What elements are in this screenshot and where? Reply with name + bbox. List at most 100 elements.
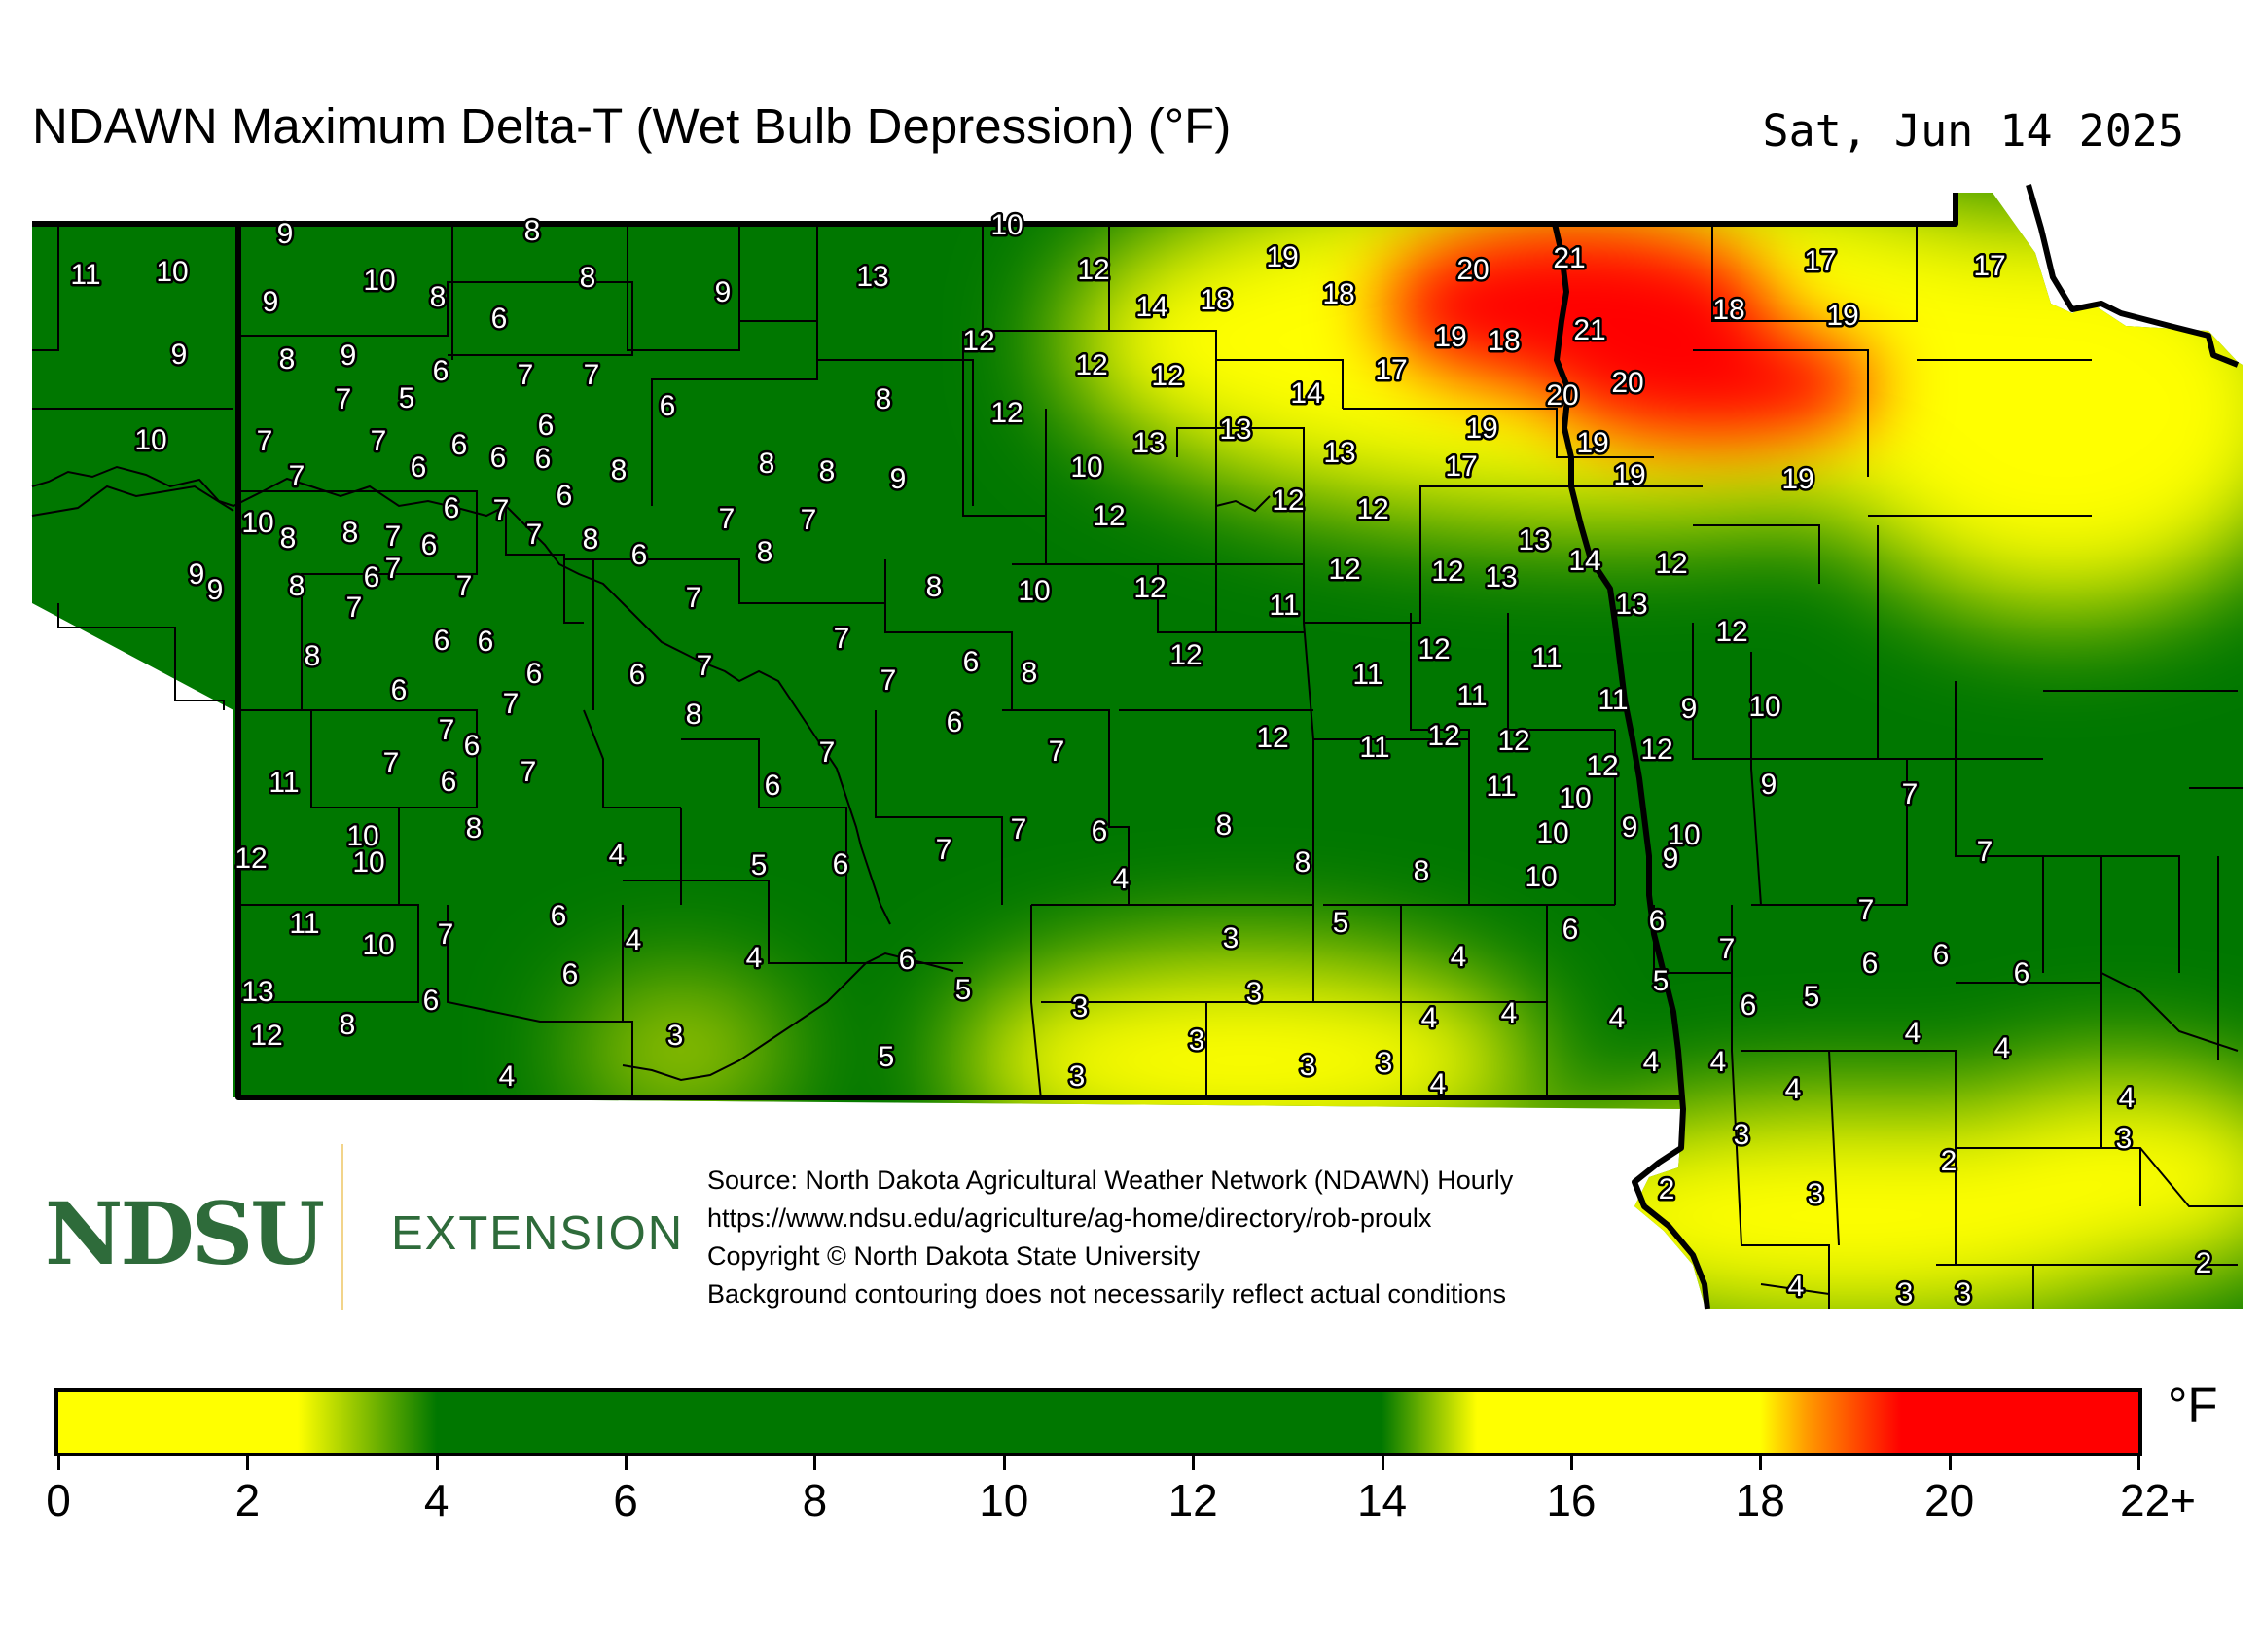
station-value: 6 <box>631 539 648 571</box>
station-value: 3 <box>1734 1119 1750 1151</box>
station-value: 6 <box>551 900 567 932</box>
station-value: 9 <box>171 339 188 371</box>
disclaimer-line: Background contouring does not necessari… <box>707 1279 1506 1309</box>
copyright-line: Copyright © North Dakota State Universit… <box>707 1241 1201 1271</box>
station-value: 11 <box>1359 732 1389 764</box>
station-value: 8 <box>926 571 943 603</box>
station-value: 6 <box>464 730 481 762</box>
station-value: 10 <box>1748 691 1780 723</box>
station-value: 12 <box>1356 493 1388 525</box>
station-value: 4 <box>1905 1017 1921 1049</box>
station-value: 8 <box>280 522 297 555</box>
station-value: 13 <box>1518 524 1550 557</box>
station-value: 12 <box>1077 254 1109 286</box>
station-value: 6 <box>1092 815 1108 847</box>
station-value: 8 <box>1216 809 1233 842</box>
station-value: 18 <box>1322 278 1354 310</box>
station-value: 8 <box>1022 657 1038 689</box>
station-value: 11 <box>1456 680 1487 712</box>
station-value: 11 <box>1531 642 1562 674</box>
station-value: 5 <box>879 1041 895 1073</box>
station-value: 12 <box>962 325 994 357</box>
station-value: 14 <box>1135 291 1167 323</box>
station-value: 3 <box>1377 1047 1393 1079</box>
station-value: 9 <box>1681 693 1698 725</box>
station-value: 7 <box>385 553 402 585</box>
station-value: 13 <box>1219 413 1251 446</box>
station-value: 7 <box>518 359 534 391</box>
date-label: Sat, Jun 14 2025 <box>1762 105 2184 157</box>
station-value: 3 <box>1808 1178 1824 1210</box>
station-value: 4 <box>1643 1046 1660 1078</box>
station-value: 10 <box>1018 575 1050 607</box>
station-value: 7 <box>439 714 455 746</box>
station-value: 21 <box>1573 314 1605 346</box>
station-value: 6 <box>421 529 438 561</box>
station-value: 10 <box>346 820 378 852</box>
station-value: 13 <box>1132 427 1165 459</box>
station-value: 7 <box>936 834 952 866</box>
station-value: 4 <box>1609 1002 1626 1034</box>
station-value: 17 <box>1375 354 1407 386</box>
station-value: 8 <box>1414 855 1430 887</box>
station-value: 8 <box>342 517 359 549</box>
station-value: 7 <box>336 383 352 415</box>
source-line: Source: North Dakota Agricultural Weathe… <box>707 1166 1514 1195</box>
station-value: 10 <box>241 507 273 539</box>
station-value: 10 <box>134 424 166 456</box>
station-value: 8 <box>611 454 628 486</box>
station-value: 8 <box>876 383 892 415</box>
station-value: 18 <box>1712 294 1744 326</box>
station-value: 3 <box>667 1020 684 1052</box>
station-value: 6 <box>765 770 781 802</box>
state-boundaries <box>32 184 2240 1310</box>
station-value: 7 <box>383 747 400 779</box>
station-value: 4 <box>609 839 626 871</box>
logo-extension-text: EXTENSION <box>391 1207 685 1260</box>
station-value: 5 <box>1653 965 1670 997</box>
station-value: 6 <box>947 706 963 738</box>
station-value: 11 <box>1269 590 1299 622</box>
station-value: 13 <box>1323 437 1355 469</box>
station-value: 19 <box>1613 459 1645 491</box>
station-value: 21 <box>1553 242 1585 274</box>
station-value: 7 <box>1977 836 1993 868</box>
station-value: 7 <box>521 756 537 788</box>
river-lines <box>31 465 1271 1082</box>
station-value: 12 <box>1418 633 1450 665</box>
station-value: 6 <box>444 492 460 524</box>
station-value: 19 <box>1576 427 1608 459</box>
station-value: 9 <box>189 558 205 591</box>
station-value: 3 <box>1897 1277 1914 1310</box>
source-url[interactable]: https://www.ndsu.edu/agriculture/ag-home… <box>707 1203 1432 1233</box>
station-value: 8 <box>289 570 305 602</box>
station-value: 12 <box>1640 734 1672 766</box>
station-value: 10 <box>363 265 395 297</box>
station-value: 6 <box>963 646 980 678</box>
station-value: 6 <box>411 451 427 484</box>
station-value: 8 <box>340 1009 356 1041</box>
station-value: 8 <box>305 640 321 672</box>
station-value: 10 <box>1559 782 1591 814</box>
station-value: 12 <box>1586 750 1618 782</box>
station-value: 6 <box>490 442 507 474</box>
station-value: 2 <box>1659 1173 1675 1205</box>
station-value: 7 <box>880 664 897 697</box>
station-value: 10 <box>1668 819 1700 851</box>
station-value: 6 <box>1933 939 1950 971</box>
station-value: 7 <box>1049 736 1065 768</box>
county-lines <box>31 224 2243 1309</box>
station-value: 3 <box>1246 977 1263 1009</box>
station-value: 19 <box>1465 413 1497 445</box>
station-value: 4 <box>1788 1271 1805 1303</box>
station-value: 4 <box>1994 1032 2011 1064</box>
station-value: 12 <box>1431 556 1463 588</box>
station-value: 4 <box>1113 863 1130 895</box>
station-value: 4 <box>1710 1046 1727 1078</box>
station-value: 8 <box>279 343 296 376</box>
ndsu-extension-logo: NDSU EXTENSION <box>37 1144 682 1319</box>
station-value: 5 <box>399 382 415 414</box>
station-value: 7 <box>1011 813 1027 845</box>
station-value: 7 <box>526 519 543 551</box>
station-value: 19 <box>1434 321 1466 353</box>
